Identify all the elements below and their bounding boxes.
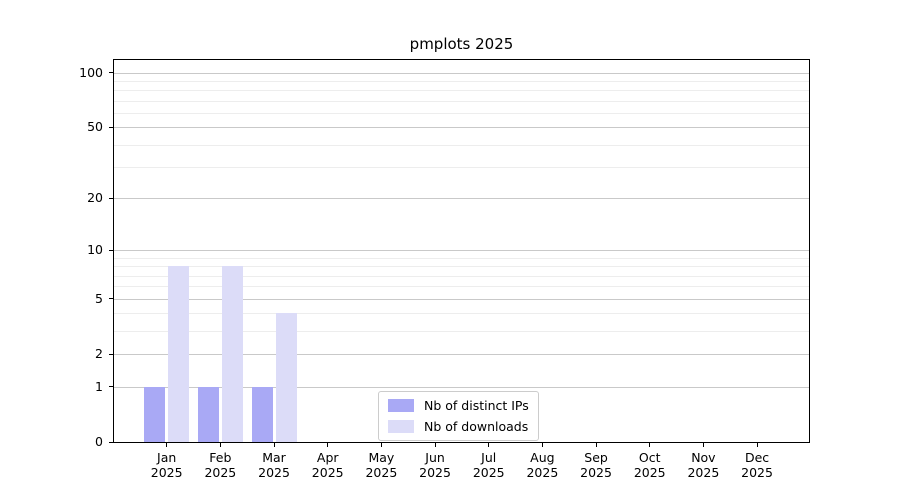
x-tick-year: 2025: [472, 465, 505, 480]
x-tick-mark: [219, 443, 221, 447]
x-tick-year: 2025: [633, 465, 666, 480]
gridline-major: [114, 354, 809, 356]
bar-downloads: [168, 266, 190, 442]
x-tick-mark: [488, 443, 490, 447]
gridline-major: [114, 386, 809, 388]
x-tick-mark: [756, 443, 758, 447]
gridline-major: [114, 250, 809, 252]
x-tick-label: Jul 2025: [457, 450, 521, 480]
x-tick-year: 2025: [419, 465, 451, 480]
chart-title: pmplots 2025: [409, 35, 514, 53]
y-tick-label: 2: [95, 346, 103, 362]
bar-distinct-ips: [144, 386, 166, 442]
bar-downloads: [275, 313, 297, 442]
x-tick-label: Jan 2025: [135, 450, 199, 480]
bar-distinct-ips: [197, 386, 219, 442]
y-tick-mark: [109, 441, 113, 443]
x-tick-year: 2025: [580, 465, 612, 480]
gridline-major: [114, 72, 809, 74]
x-tick-mark: [380, 443, 382, 447]
legend-swatch-downloads: [388, 420, 414, 433]
y-tick-mark: [109, 72, 113, 74]
gridline-minor: [114, 90, 809, 92]
gridline-minor: [114, 275, 809, 277]
bar-distinct-ips: [251, 386, 273, 442]
y-tick-label: 5: [95, 290, 103, 306]
y-tick-label: 100: [79, 64, 103, 80]
x-tick-month: Feb: [209, 450, 232, 465]
legend-entry-distinct-ips: Nb of distinct IPs: [388, 398, 529, 413]
y-tick-mark: [109, 298, 113, 300]
x-tick-month: Oct: [638, 450, 661, 465]
y-tick-label: 0: [95, 434, 103, 449]
gridline-minor: [114, 286, 809, 288]
x-tick-mark: [434, 443, 436, 447]
x-tick-label: Nov 2025: [671, 450, 735, 480]
x-tick-label: Jun 2025: [403, 450, 467, 480]
x-tick-year: 2025: [526, 465, 559, 480]
x-tick-mark: [702, 443, 704, 447]
x-tick-month: Aug: [530, 450, 555, 465]
x-tick-year: 2025: [687, 465, 720, 480]
x-tick-label: Sep 2025: [564, 450, 628, 480]
y-tick-mark: [109, 249, 113, 251]
plot-area: Nb of distinct IPs Nb of downloads 0 1 2 5 1…: [79, 59, 810, 480]
legend: Nb of distinct IPs Nb of downloads: [378, 391, 539, 441]
x-tick-year: 2025: [150, 465, 183, 480]
x-tick-label: May 2025: [349, 450, 413, 480]
gridline-minor: [114, 81, 809, 83]
gridline-minor: [114, 266, 809, 268]
x-tick-label: Dec 2025: [725, 450, 789, 480]
y-tick-mark: [109, 126, 113, 128]
x-tick-month: Mar: [262, 450, 286, 465]
x-tick-year: 2025: [258, 465, 290, 480]
gridline-major: [114, 298, 809, 300]
bar-downloads: [221, 266, 243, 442]
x-tick-month: Jul: [481, 450, 497, 465]
x-tick-month: May: [368, 450, 395, 465]
x-tick-label: Apr 2025: [296, 450, 360, 480]
y-tick-label: 50: [87, 119, 103, 135]
y-tick-mark: [109, 386, 113, 388]
x-tick-year: 2025: [204, 465, 237, 480]
x-tick-month: Jan: [157, 450, 177, 465]
gridline-major: [114, 198, 809, 200]
x-tick-mark: [166, 443, 168, 447]
x-tick-month: Dec: [744, 450, 770, 465]
x-tick-year: 2025: [311, 465, 344, 480]
x-tick-label: Aug 2025: [510, 450, 574, 480]
x-tick-year: 2025: [741, 465, 773, 480]
x-tick-month: Nov: [691, 450, 716, 465]
gridline-minor: [114, 100, 809, 102]
x-tick-month: Apr: [316, 450, 339, 465]
y-tick-label: 1: [95, 378, 103, 394]
x-tick-mark: [541, 443, 543, 447]
legend-label-downloads: Nb of downloads: [424, 419, 529, 434]
legend-swatch-distinct-ips: [388, 399, 414, 412]
gridline-minor: [114, 113, 809, 115]
x-tick-year: 2025: [365, 465, 398, 480]
x-tick-mark: [327, 443, 329, 447]
x-tick-mark: [649, 443, 651, 447]
x-tick-label: Feb 2025: [188, 450, 252, 480]
x-tick-mark: [273, 443, 275, 447]
gridline-minor: [114, 313, 809, 315]
legend-entry-downloads: Nb of downloads: [388, 419, 529, 434]
y-tick-mark: [109, 197, 113, 199]
y-tick-label: 20: [87, 190, 103, 206]
x-tick-month: Jun: [425, 450, 445, 465]
y-tick-mark: [109, 353, 113, 355]
legend-label-distinct-ips: Nb of distinct IPs: [424, 398, 529, 413]
gridline-major: [114, 127, 809, 129]
gridline-minor: [114, 257, 809, 259]
gridline-minor: [114, 144, 809, 146]
x-tick-month: Sep: [584, 450, 608, 465]
gridline-minor: [114, 167, 809, 169]
x-tick-label: Oct 2025: [618, 450, 682, 480]
x-tick-label: Mar 2025: [242, 450, 306, 480]
y-tick-label: 10: [87, 242, 103, 258]
x-tick-mark: [595, 443, 597, 447]
gridline-minor: [114, 331, 809, 333]
